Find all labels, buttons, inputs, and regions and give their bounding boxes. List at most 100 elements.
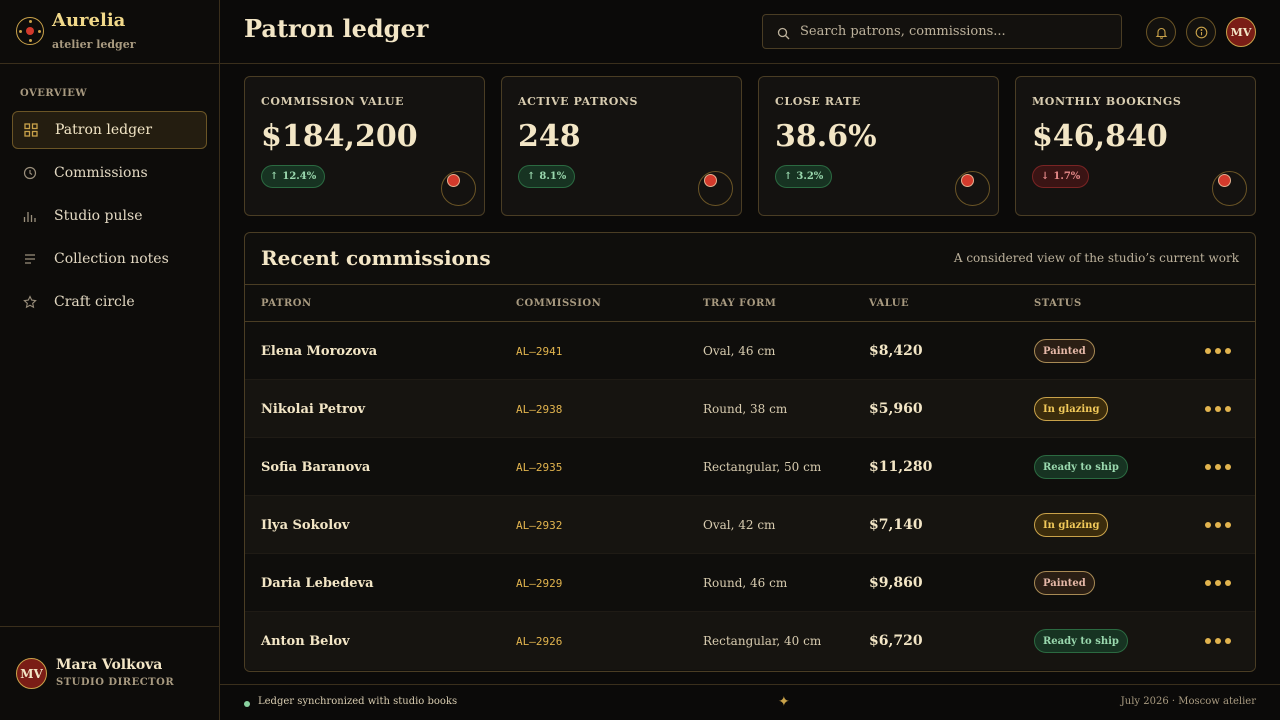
- tray-form: Rectangular, 40 cm: [703, 634, 822, 648]
- kpi-label: COMMISSION VALUE: [261, 95, 405, 108]
- more-actions-button[interactable]: [1205, 554, 1231, 612]
- sidebar: Aurelia atelier ledger OVERVIEW Patron l…: [0, 0, 220, 720]
- sync-status-dot-icon: [244, 701, 250, 707]
- ornament-orb-icon: [441, 171, 476, 206]
- sidebar-item-collection-notes[interactable]: Collection notes: [12, 240, 207, 278]
- sidebar-item-patron-ledger[interactable]: Patron ledger: [12, 111, 207, 149]
- panel-title: Recent commissions: [261, 246, 491, 270]
- sidebar-item-studio-pulse[interactable]: Studio pulse: [12, 197, 207, 235]
- sidebar-item-label: Patron ledger: [55, 122, 153, 138]
- sidebar-item-label: Studio pulse: [54, 208, 143, 224]
- panel-subtitle: A considered view of the studio’s curren…: [953, 251, 1239, 265]
- avatar: MV: [16, 658, 47, 689]
- brand-name: Aurelia: [52, 10, 126, 31]
- status-badge: In glazing: [1034, 397, 1109, 421]
- tray-form: Round, 38 cm: [703, 402, 788, 416]
- clock-icon: [23, 166, 37, 180]
- user-name: Mara Volkova: [56, 657, 163, 673]
- column-header-value[interactable]: VALUE: [869, 298, 910, 309]
- user-role: STUDIO DIRECTOR: [56, 677, 175, 688]
- sync-status: Ledger synchronized with studio books: [258, 696, 458, 707]
- commission-code[interactable]: AL–2935: [516, 460, 563, 474]
- tray-form: Round, 46 cm: [703, 576, 788, 590]
- status-cell: In glazing: [1034, 380, 1109, 438]
- patron-name: Elena Morozova: [261, 343, 378, 359]
- search-box[interactable]: [762, 14, 1122, 49]
- kpi-change: 3.2%: [796, 171, 824, 182]
- status-badge: Ready to ship: [1034, 455, 1128, 479]
- table-row[interactable]: Sofia Baranova AL–2935 Rectangular, 50 c…: [245, 438, 1255, 496]
- ornament-orb-icon: [955, 171, 990, 206]
- commission-code[interactable]: AL–2938: [516, 402, 563, 416]
- commission-value: $6,720: [869, 633, 923, 649]
- status-badge: In glazing: [1034, 513, 1109, 537]
- kpi-card-commission-value: COMMISSION VALUE $184,200 ↑ 12.4%: [244, 76, 485, 216]
- info-icon: [1195, 26, 1207, 38]
- nav-section-label: OVERVIEW: [20, 88, 88, 99]
- bars-icon: [23, 209, 37, 223]
- commission-value: $5,960: [869, 401, 923, 417]
- commission-value: $9,860: [869, 575, 923, 591]
- patron-name: Nikolai Petrov: [261, 401, 366, 417]
- brand-logo-icon: [16, 17, 44, 45]
- more-actions-button[interactable]: [1205, 612, 1231, 670]
- kpi-change: 1.7%: [1053, 171, 1081, 182]
- tray-form: Rectangular, 50 cm: [703, 460, 822, 474]
- arrow-down-icon: ↓: [1041, 171, 1050, 182]
- table-row[interactable]: Elena Morozova AL–2941 Oval, 46 cm $8,42…: [245, 322, 1255, 380]
- brand[interactable]: Aurelia atelier ledger: [0, 0, 219, 64]
- kpi-card-close-rate: CLOSE RATE 38.6% ↑ 3.2%: [758, 76, 999, 216]
- sidebar-item-craft-circle[interactable]: Craft circle: [12, 283, 207, 321]
- commission-code[interactable]: AL–2941: [516, 344, 563, 358]
- kpi-card-monthly-bookings: MONTHLY BOOKINGS $46,840 ↓ 1.7%: [1015, 76, 1256, 216]
- patron-name: Daria Lebedeva: [261, 575, 374, 591]
- status-cell: Painted: [1034, 554, 1095, 612]
- status-badge: Ready to ship: [1034, 629, 1128, 653]
- star-icon: [23, 295, 37, 309]
- sidebar-item-label: Commissions: [54, 165, 148, 181]
- column-header-commission[interactable]: COMMISSION: [516, 298, 602, 309]
- patron-name: Sofia Baranova: [261, 459, 371, 475]
- kpi-change-badge: ↑ 12.4%: [261, 165, 326, 188]
- arrow-up-icon: ↑: [270, 171, 279, 182]
- column-header-status[interactable]: STATUS: [1034, 298, 1082, 309]
- header-avatar[interactable]: MV: [1226, 17, 1256, 47]
- commission-code[interactable]: AL–2926: [516, 634, 563, 648]
- status-cell: In glazing: [1034, 496, 1109, 554]
- more-actions-button[interactable]: [1205, 438, 1231, 496]
- table-row[interactable]: Anton Belov AL–2926 Rectangular, 40 cm $…: [245, 612, 1255, 670]
- user-profile[interactable]: MV Mara Volkova STUDIO DIRECTOR: [0, 626, 219, 720]
- status-badge: Painted: [1034, 571, 1095, 595]
- column-header-patron[interactable]: PATRON: [261, 298, 312, 309]
- more-actions-button[interactable]: [1205, 380, 1231, 438]
- table-row[interactable]: Ilya Sokolov AL–2932 Oval, 42 cm $7,140 …: [245, 496, 1255, 554]
- arrow-up-icon: ↑: [784, 171, 793, 182]
- kpi-label: CLOSE RATE: [775, 95, 861, 108]
- status-cell: Painted: [1034, 322, 1095, 380]
- commission-value: $7,140: [869, 517, 923, 533]
- kpi-value: $184,200: [261, 119, 418, 154]
- footer-date-location: July 2026 · Moscow atelier: [1120, 696, 1256, 707]
- patron-name: Ilya Sokolov: [261, 517, 350, 533]
- commission-code[interactable]: AL–2929: [516, 576, 563, 590]
- more-actions-button[interactable]: [1205, 496, 1231, 554]
- more-actions-button[interactable]: [1205, 322, 1231, 380]
- status-cell: Ready to ship: [1034, 438, 1128, 496]
- search-input[interactable]: [800, 24, 1110, 39]
- info-button[interactable]: [1186, 17, 1216, 47]
- kpi-value: 248: [518, 119, 581, 154]
- patron-name: Anton Belov: [261, 633, 350, 649]
- ornament-orb-icon: [1212, 171, 1247, 206]
- table-row[interactable]: Daria Lebedeva AL–2929 Round, 46 cm $9,8…: [245, 554, 1255, 612]
- status-badge: Painted: [1034, 339, 1095, 363]
- commission-code[interactable]: AL–2932: [516, 518, 563, 532]
- table-row[interactable]: Nikolai Petrov AL–2938 Round, 38 cm $5,9…: [245, 380, 1255, 438]
- commission-value: $11,280: [869, 459, 933, 475]
- kpi-label: MONTHLY BOOKINGS: [1032, 95, 1182, 108]
- sidebar-item-commissions[interactable]: Commissions: [12, 154, 207, 192]
- grid-icon: [24, 123, 38, 137]
- kpi-change-badge: ↑ 8.1%: [518, 165, 576, 188]
- notifications-button[interactable]: [1146, 17, 1176, 47]
- column-header-tray-form[interactable]: TRAY FORM: [703, 298, 777, 309]
- header: Patron ledger MV: [220, 0, 1280, 64]
